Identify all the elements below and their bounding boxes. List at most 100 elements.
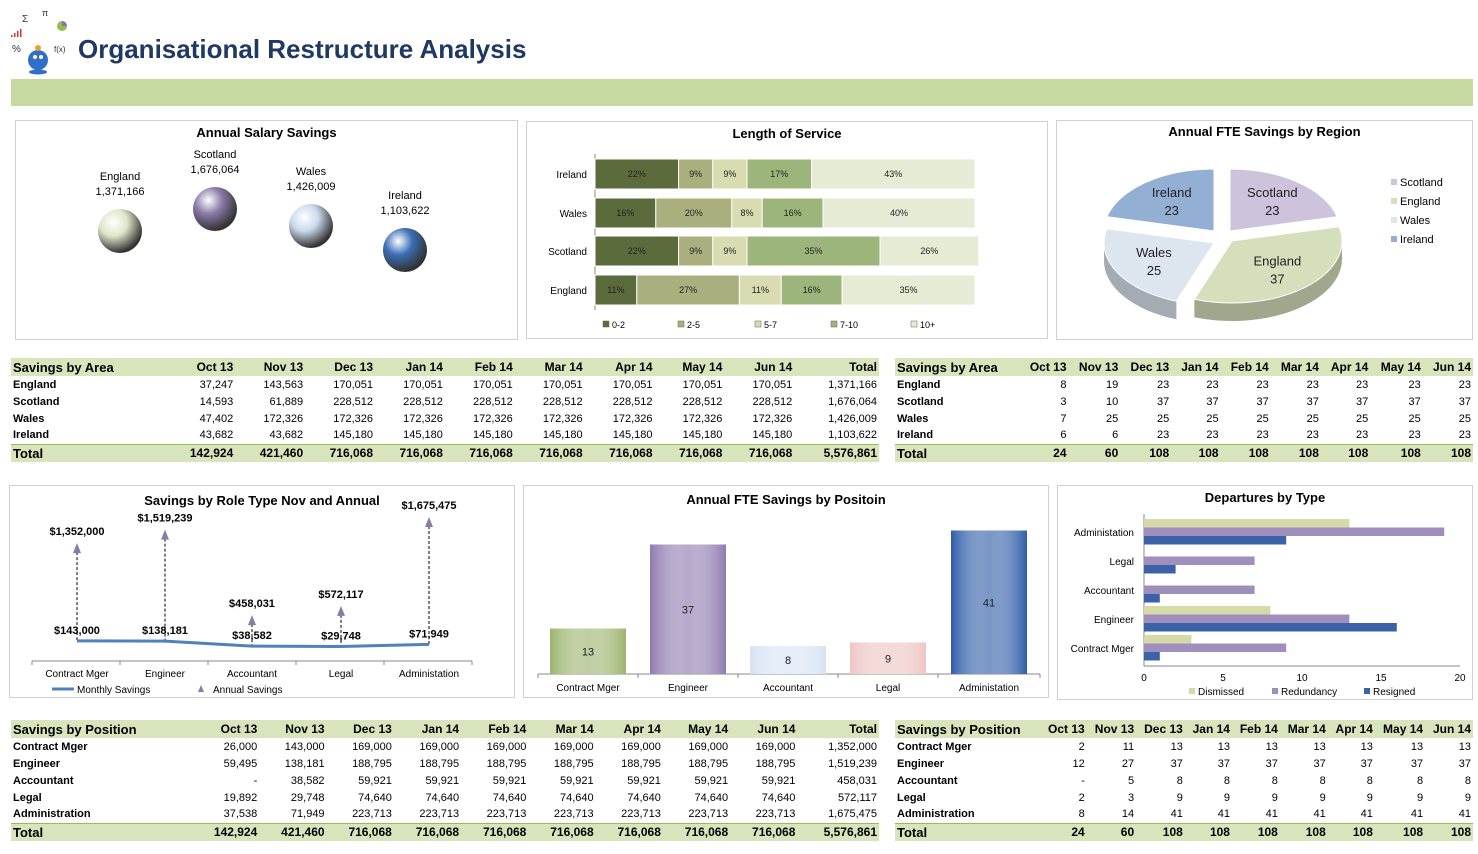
- table-cell: 8: [1078, 808, 1085, 821]
- stacked-bar-segment: [761, 197, 824, 229]
- category-label: Administation: [399, 669, 459, 680]
- table-cell: 172,326: [333, 412, 373, 425]
- total-cell: 142,924: [192, 822, 260, 841]
- total-cell: 108: [1171, 443, 1221, 462]
- monthly-label: $138,181: [142, 625, 188, 637]
- pie-slice-name: Wales: [1136, 245, 1172, 260]
- table-cell: 74,640: [761, 791, 796, 804]
- total-cell: 421,460: [235, 443, 306, 462]
- table-cell: 2: [1078, 791, 1085, 804]
- table-cell: 143,563: [263, 378, 304, 391]
- stacked-bar-segment: [678, 235, 714, 267]
- table-cell: 1,519,239: [828, 757, 877, 770]
- column-header: Apr 14: [1320, 358, 1371, 376]
- total-row: Total 142,924 421,460 716,068 716,068 716,068…: [11, 822, 879, 841]
- data-label: 16%: [784, 208, 802, 218]
- category-label: Administation: [959, 683, 1019, 694]
- column-header: Dec 13: [1120, 358, 1172, 376]
- pi-icon: π: [42, 8, 48, 18]
- data-label: 9%: [723, 246, 736, 256]
- annual-marker: [337, 605, 345, 616]
- table-cell: 59,921: [761, 774, 796, 787]
- data-label: 16%: [616, 208, 634, 218]
- total-cell: 716,068: [393, 822, 462, 841]
- table-row: Accountant - 38,582 59,921 59,921 59,921 59,92…: [11, 772, 879, 789]
- total-cell: 108: [1136, 822, 1185, 841]
- row-label: Ireland: [897, 429, 934, 442]
- table-cell: 37,247: [199, 378, 234, 391]
- total-cell: 108: [1270, 443, 1321, 462]
- table-cell: 8: [1060, 378, 1067, 391]
- table-cell: -: [1081, 774, 1085, 787]
- column-header: Dec 13: [1136, 720, 1185, 738]
- legend-label: 5-7: [764, 320, 777, 330]
- fte-bar-gloss: [650, 544, 726, 674]
- table-cell: 59,921: [694, 774, 729, 787]
- total-cell: 108: [1425, 822, 1473, 841]
- departure-bar: [1144, 536, 1287, 545]
- row-label: Administration: [13, 808, 91, 821]
- table-cell: 41: [1217, 808, 1230, 821]
- total-cell: 142,924: [165, 443, 236, 462]
- total-cell: 716,068: [662, 822, 731, 841]
- category-label: Engineer: [1094, 615, 1135, 626]
- legend-label: 10+: [920, 320, 935, 330]
- table-cell: 188,795: [688, 757, 729, 770]
- table-cell: 38,582: [290, 774, 325, 787]
- data-label: 35%: [804, 246, 822, 256]
- table-cell: 19,892: [223, 791, 258, 804]
- legend-swatch: [1391, 198, 1397, 204]
- table-cell: 8: [1223, 774, 1230, 787]
- total-cell: 108: [1231, 822, 1280, 841]
- total-row: Total 24 60 108 108 108 108 108 108 108: [895, 822, 1473, 841]
- departure-bar: [1144, 606, 1271, 615]
- annual-label: $1,352,000: [49, 526, 104, 538]
- annual-label: $1,675,475: [401, 500, 456, 512]
- table-cell: 169,000: [352, 740, 392, 753]
- x-tick-label: 5: [1220, 673, 1226, 684]
- table-cell: 188,795: [621, 757, 661, 770]
- total-cell: 421,460: [259, 822, 327, 841]
- table-cell: 74,640: [358, 791, 392, 804]
- stacked-bar-segment: [879, 235, 980, 267]
- table-cell: 10: [1106, 395, 1119, 408]
- x-tick-label: 15: [1375, 673, 1387, 684]
- row-label: Engineer: [897, 757, 945, 770]
- table-cell: 37: [1356, 395, 1369, 408]
- total-cell: 716,068: [305, 443, 375, 462]
- table-cell: 37: [1458, 395, 1471, 408]
- table-row: Scotland 14,593 61,889 228,512 228,512 228,51…: [11, 393, 879, 410]
- fte-bar-gloss: [550, 628, 626, 674]
- bubble-region-label: Ireland: [388, 190, 422, 202]
- annual-marker: [73, 543, 81, 554]
- legend-label: Annual Savings: [213, 685, 283, 696]
- table-cell: 25: [1256, 412, 1269, 425]
- table-cell: 37: [1458, 757, 1471, 770]
- table-cell: 170,051: [752, 378, 793, 391]
- column-header: May 14: [662, 720, 731, 738]
- data-label: 8%: [740, 208, 753, 218]
- data-label: 9: [885, 653, 891, 665]
- row-label: Legal: [13, 791, 42, 804]
- column-header: Nov 13: [235, 358, 306, 376]
- fte-region-title: Annual FTE Savings by Region: [1168, 124, 1361, 139]
- sigma-icon: Σ: [22, 14, 28, 25]
- pie-slice-side: [1104, 243, 1177, 320]
- table-cell: 29,748: [290, 791, 325, 804]
- column-header: Jan 14: [1171, 358, 1221, 376]
- row-label: Wales: [13, 412, 45, 425]
- table-cell: 228,512: [403, 395, 443, 408]
- table-header-label: Savings by Area: [11, 358, 166, 376]
- data-label: 16%: [803, 285, 821, 295]
- table-cell: 14: [1121, 808, 1135, 821]
- row-label: Accountant: [13, 774, 74, 787]
- table-cell: 2: [1078, 740, 1085, 753]
- table-row: Accountant - 5 8 8 8 8 8 8 8: [895, 772, 1473, 789]
- category-label: Legal: [876, 683, 900, 694]
- data-label: 41: [983, 597, 995, 609]
- table-cell: 145,180: [333, 429, 373, 442]
- stacked-bar-segment: [841, 274, 976, 306]
- legend-swatch: [1391, 217, 1397, 223]
- departure-bar: [1144, 623, 1397, 632]
- total-cell: 5,576,861: [794, 443, 879, 462]
